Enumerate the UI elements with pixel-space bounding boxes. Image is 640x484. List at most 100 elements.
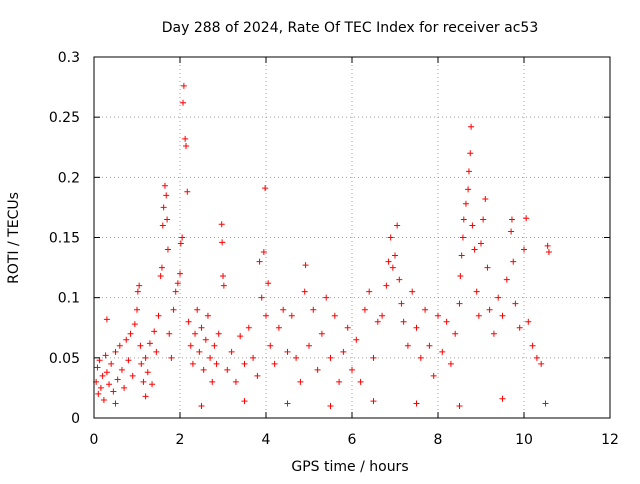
data-point — [344, 324, 351, 331]
data-point — [374, 318, 381, 325]
y-tick-label: 0.15 — [49, 231, 80, 247]
data-point — [465, 168, 472, 175]
data-point — [163, 192, 170, 199]
data-point — [103, 369, 110, 376]
data-point — [357, 378, 364, 385]
data-point — [525, 318, 532, 325]
data-point — [499, 312, 506, 319]
data-point — [413, 324, 420, 331]
data-point — [228, 348, 235, 355]
data-point — [400, 318, 407, 325]
data-point — [204, 312, 211, 319]
x-tick-label: 4 — [262, 432, 271, 448]
data-point — [465, 186, 472, 193]
x-axis-label: GPS time / hours — [291, 459, 408, 475]
data-point — [112, 348, 119, 355]
data-point — [174, 280, 181, 287]
data-point — [138, 360, 145, 367]
data-point — [263, 312, 269, 319]
data-point — [542, 400, 549, 407]
data-point — [164, 246, 171, 253]
data-point — [220, 282, 227, 289]
data-point — [293, 354, 300, 361]
data-point — [516, 324, 523, 331]
data-point — [194, 306, 201, 313]
data-point — [131, 321, 138, 328]
data-point — [99, 372, 106, 379]
data-point — [219, 239, 226, 246]
data-point — [136, 282, 143, 289]
data-point — [183, 143, 190, 150]
data-point — [288, 312, 295, 319]
data-point — [192, 330, 199, 337]
data-point — [172, 288, 179, 295]
data-point — [184, 188, 191, 195]
data-point — [422, 306, 429, 313]
data-point — [545, 248, 552, 255]
data-point — [260, 248, 267, 255]
data-point — [482, 195, 489, 202]
data-point — [121, 384, 128, 391]
y-tick-label: 0.1 — [58, 291, 80, 307]
chart-title: Day 288 of 2024, Rate Of TEC Index for r… — [162, 20, 538, 36]
data-point — [100, 396, 107, 403]
data-point — [258, 294, 265, 301]
data-point — [387, 234, 394, 241]
data-point — [327, 402, 334, 409]
y-tick-label: 0 — [71, 411, 80, 427]
data-point — [110, 388, 117, 395]
data-point — [314, 366, 321, 373]
data-point — [284, 348, 291, 355]
data-point — [245, 324, 252, 331]
data-point — [280, 306, 287, 313]
data-point — [129, 372, 136, 379]
data-point — [538, 360, 545, 367]
data-point — [318, 330, 325, 337]
y-tick-label: 0.25 — [49, 110, 80, 126]
data-point — [144, 369, 151, 376]
data-point — [459, 234, 466, 241]
data-point — [232, 378, 239, 385]
data-point — [443, 318, 450, 325]
data-point — [394, 222, 401, 229]
data-point — [241, 360, 248, 367]
data-point — [170, 306, 177, 313]
x-tick-label: 10 — [515, 432, 533, 448]
data-point — [392, 252, 398, 259]
data-point — [134, 288, 141, 295]
data-point — [180, 82, 187, 89]
data-point — [140, 378, 147, 385]
data-point — [146, 340, 153, 347]
data-point — [508, 216, 515, 223]
data-point — [458, 252, 465, 259]
data-point — [389, 264, 396, 271]
data-point — [151, 328, 158, 335]
x-tick-label: 12 — [601, 432, 619, 448]
data-point — [383, 282, 390, 289]
y-tick-label: 0.2 — [58, 170, 80, 186]
x-tick-label: 2 — [176, 432, 185, 448]
data-point — [97, 384, 104, 391]
data-point — [480, 216, 487, 223]
data-point — [262, 185, 269, 192]
data-point — [275, 324, 282, 331]
data-point — [198, 324, 205, 331]
data-point — [512, 300, 519, 307]
data-point — [336, 378, 343, 385]
data-point — [484, 264, 491, 271]
data-point — [471, 246, 478, 253]
data-point — [137, 342, 144, 349]
data-point — [331, 312, 338, 319]
data-point — [510, 258, 517, 265]
data-point — [182, 135, 189, 142]
data-point — [112, 400, 119, 407]
data-point — [158, 264, 165, 271]
data-point — [398, 300, 405, 307]
data-point — [95, 390, 102, 397]
data-point — [202, 336, 209, 343]
data-point — [106, 381, 113, 388]
x-tick-label: 8 — [434, 432, 443, 448]
data-point — [385, 258, 392, 265]
y-tick-label: 0.05 — [49, 351, 80, 367]
